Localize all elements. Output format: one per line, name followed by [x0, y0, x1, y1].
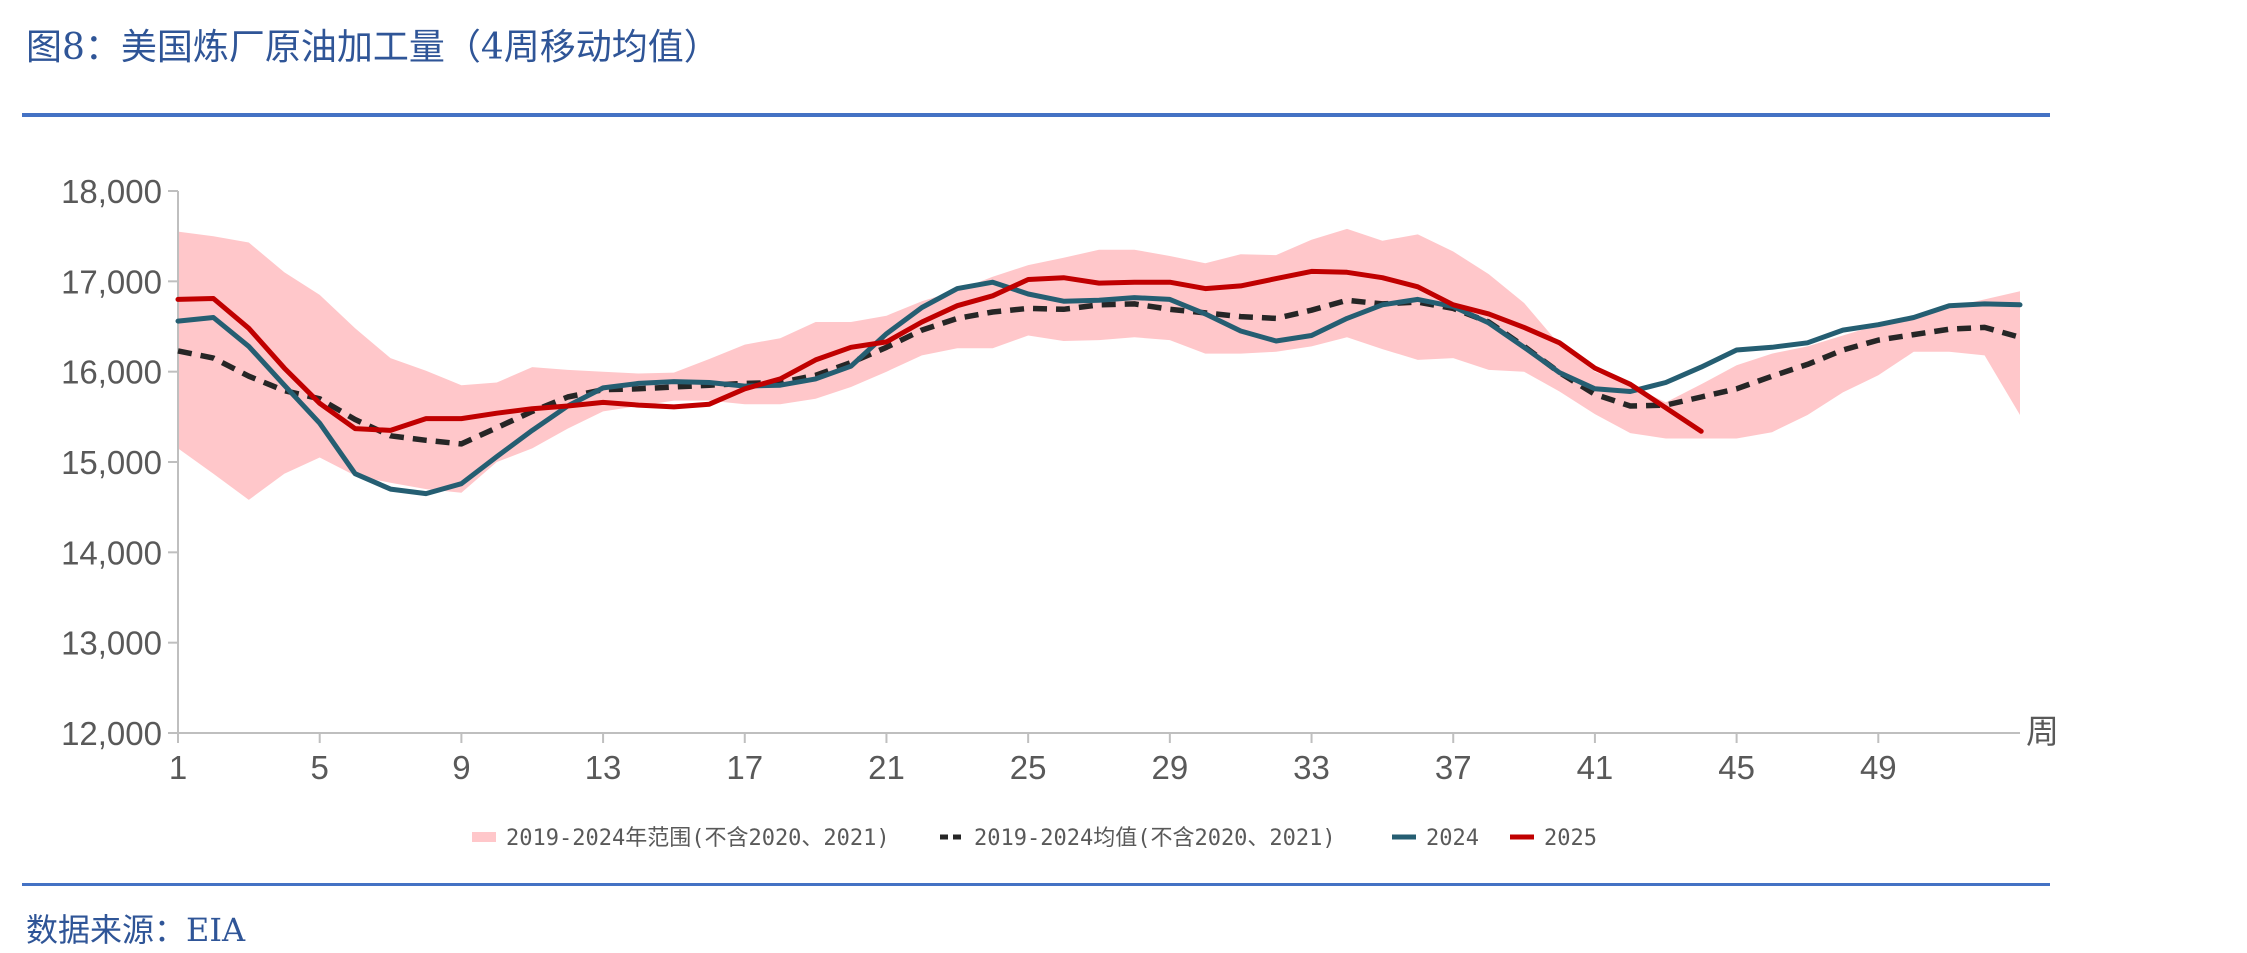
y-tick-label: 18,000	[61, 173, 162, 210]
range-band	[178, 228, 2020, 500]
x-tick-label: 17	[726, 749, 763, 786]
y-tick-label: 13,000	[61, 625, 162, 662]
y-tick-label: 17,000	[61, 263, 162, 300]
x-tick-label: 1	[169, 749, 187, 786]
series-line-1	[175, 279, 2023, 497]
source-divider	[22, 883, 2050, 886]
legend-label: 2019-2024年范围(不含2020、2021)	[506, 826, 890, 851]
page-title: 图8：美国炼厂原油加工量（4周移动均值）	[26, 27, 720, 68]
legend-label: 2019-2024均值(不含2020、2021)	[974, 826, 1336, 851]
x-tick-label: 33	[1293, 749, 1330, 786]
series-line-0	[177, 297, 2021, 447]
x-tick-labels: 1 5 9 13 17 21 25 29 33 37 41 45 49	[169, 749, 1897, 786]
legend-swatch	[472, 832, 496, 842]
legend-label: 2024	[1426, 826, 1479, 851]
x-tick-label: 21	[868, 749, 905, 786]
x-tick-label: 37	[1435, 749, 1472, 786]
title-divider	[22, 113, 2050, 117]
range-band-layer	[178, 228, 2020, 500]
x-tick-label: 45	[1718, 749, 1755, 786]
source-note: 数据来源：EIA	[26, 911, 246, 949]
series-layer	[175, 268, 2023, 497]
y-tick-label: 16,000	[61, 354, 162, 391]
x-tick-label: 13	[585, 749, 622, 786]
x-tick-label: 29	[1151, 749, 1188, 786]
x-tick-label: 5	[311, 749, 329, 786]
axis-layer	[168, 190, 2020, 743]
legend: 2019-2024年范围(不含2020、2021) 2019-2024均值(不含2…	[472, 826, 1597, 851]
x-tick-label: 9	[452, 749, 470, 786]
y-tick-labels: 12,000 13,000 14,000 15,000 16,000 17,000 18,0…	[61, 173, 162, 752]
x-tick-label: 41	[1577, 749, 1614, 786]
y-tick-label: 12,000	[61, 715, 162, 752]
series-line-2	[175, 268, 1704, 434]
x-axis-unit-label: 周	[2026, 712, 2059, 751]
y-tick-label: 14,000	[61, 534, 162, 571]
legend-label: 2025	[1544, 826, 1597, 851]
y-tick-label: 15,000	[61, 444, 162, 481]
x-tick-label: 25	[1010, 749, 1047, 786]
x-tick-label: 49	[1860, 749, 1897, 786]
